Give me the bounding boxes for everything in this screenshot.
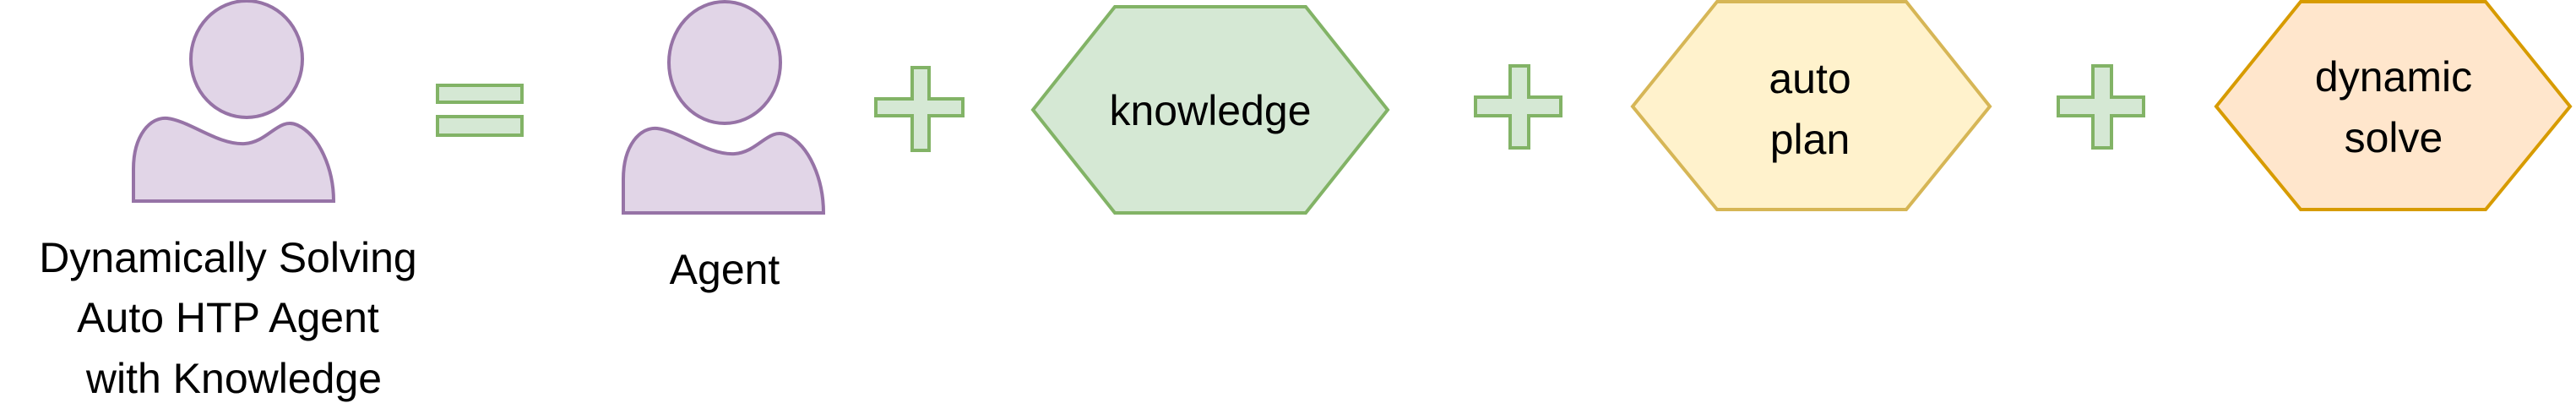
dynamic-solve-node: dynamic solve (2214, 0, 2573, 211)
agent-caption: Agent (670, 246, 780, 293)
auto-plan-node: auto plan (1630, 0, 1992, 211)
knowledge-label: knowledge (1109, 87, 1311, 134)
person-head-icon (189, 0, 304, 119)
person-head-icon (667, 0, 782, 125)
auto-plan-label-line-1: auto (1769, 55, 1850, 102)
dynamic-solve-hexagon (2214, 0, 2573, 211)
dynamic-solve-label-line-2: solve (2345, 114, 2443, 161)
knowledge-hexagon (1030, 5, 1390, 215)
auto-plan-hexagon (1630, 0, 1992, 211)
equals-bar-bottom (436, 115, 524, 137)
plus-icon (1474, 64, 1562, 150)
person-icon (622, 126, 826, 215)
result-caption-line-1: Dynamically Solving (39, 234, 416, 281)
result-caption-line-3: with Knowledge (85, 355, 382, 402)
agent-actor (622, 0, 826, 215)
result-caption-line-2: Auto HTP Agent (77, 294, 379, 341)
plus-icon (874, 66, 965, 152)
knowledge-node: knowledge (1030, 5, 1390, 215)
auto-plan-label-line-2: plan (1770, 116, 1850, 163)
plus-icon (2057, 64, 2145, 150)
person-icon (132, 116, 336, 203)
equals-icon (436, 84, 524, 137)
equals-bar-top (436, 84, 524, 104)
dynamic-solve-label-line-1: dynamic (2315, 53, 2472, 101)
result-actor (132, 0, 336, 203)
